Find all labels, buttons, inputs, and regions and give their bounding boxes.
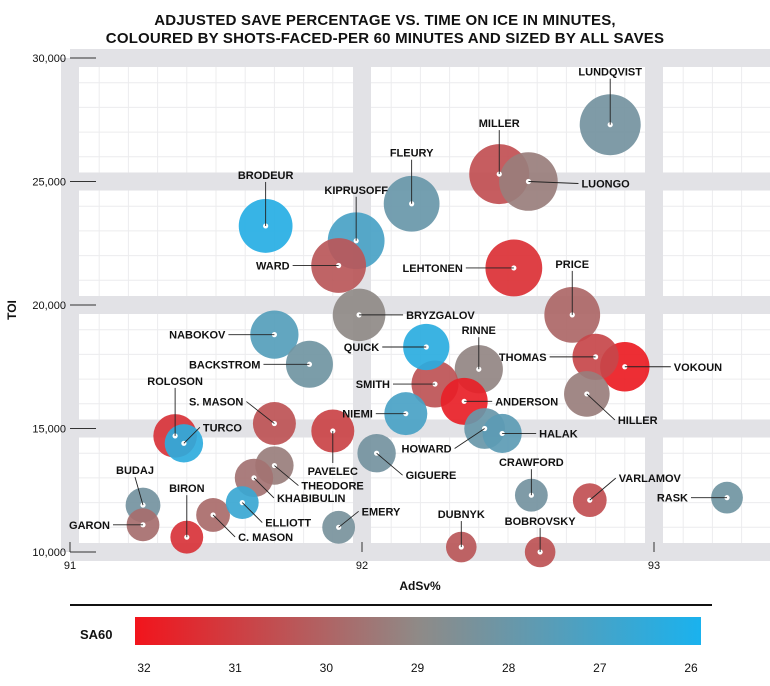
point-label: RASK: [657, 493, 688, 505]
point-label: HILLER: [618, 415, 658, 427]
y-tick-label: 15,000: [32, 424, 66, 436]
point-label: PAVELEC: [308, 466, 358, 478]
point-label: ANDERSON: [495, 396, 558, 408]
point-label: LUNDQVIST: [578, 67, 642, 79]
legend-tick-label: 30: [320, 661, 334, 675]
legend-tick-label: 27: [593, 661, 607, 675]
label-leader: [241, 502, 263, 523]
point-label: VOKOUN: [674, 362, 722, 374]
point-label: BOBROVSKY: [505, 516, 577, 528]
point-label: CRAWFORD: [499, 457, 564, 469]
point-label: HALAK: [539, 428, 578, 440]
point-label: NABOKOV: [169, 330, 226, 342]
chart-title-line2: COLOURED BY SHOTS-FACED-PER 60 MINUTES A…: [105, 30, 665, 47]
point-marker: [458, 544, 464, 550]
label-leader: [246, 401, 275, 424]
y-tick-label: 25,000: [32, 177, 66, 189]
point-label: KIPRUSOFF: [324, 185, 388, 197]
x-tick-label: 93: [648, 560, 660, 572]
label-leader: [454, 428, 485, 449]
point-label: S. MASON: [189, 397, 243, 409]
legend-tick-label: 26: [684, 661, 698, 675]
color-scale-bar: [135, 617, 701, 645]
point-label: TURCO: [203, 422, 243, 434]
x-tick-label: 91: [64, 560, 76, 572]
label-leader: [134, 476, 144, 506]
legend-tick-label: 32: [137, 661, 151, 675]
label-leader: [253, 477, 275, 499]
label-leader: [212, 514, 236, 538]
x-axis-label: AdSv%: [399, 579, 441, 593]
x-tick-label: 92: [356, 560, 368, 572]
y-tick-label: 20,000: [32, 300, 66, 312]
legend-tick-label: 31: [228, 661, 242, 675]
point-label: BACKSTROM: [189, 359, 261, 371]
legend-tick-label: 28: [502, 661, 516, 675]
point-label: HOWARD: [402, 444, 452, 456]
point-label: LUONGO: [581, 179, 630, 191]
point-label: DUBNYK: [438, 509, 485, 521]
y-axis-label: TOI: [5, 300, 19, 320]
grid-band-y: [70, 49, 770, 67]
y-tick-label: 30,000: [32, 53, 66, 65]
point-label: THOMAS: [499, 352, 547, 364]
point-label: NIEMI: [342, 409, 373, 421]
point-label: GIGUERE: [406, 470, 457, 482]
grid-band-y: [70, 543, 770, 561]
point-label: SMITH: [356, 379, 390, 391]
point-label: ELLIOTT: [265, 518, 311, 530]
point-label: GARON: [69, 520, 110, 532]
point-label: VARLAMOV: [619, 473, 682, 485]
label-leader: [586, 393, 616, 421]
label-leader: [274, 465, 299, 486]
label-leader: [376, 452, 403, 476]
point-label: KHABIBULIN: [277, 493, 345, 505]
point-label: BIRON: [169, 483, 205, 495]
point-label: THEODORE: [301, 481, 363, 493]
label-leader: [589, 477, 617, 501]
label-leader: [183, 427, 201, 444]
label-leader: [528, 181, 579, 184]
label-leader: [338, 510, 359, 528]
chart-title-line1: ADJUSTED SAVE PERCENTAGE VS. TIME ON ICE…: [154, 12, 616, 29]
point-label: WARD: [256, 260, 290, 272]
point-label: QUICK: [344, 342, 380, 354]
point-label: PRICE: [555, 259, 589, 271]
legend-title: SA60: [80, 627, 113, 642]
point-label: BRYZGALOV: [406, 310, 475, 322]
point-label: FLEURY: [390, 148, 434, 160]
point-label: MILLER: [479, 118, 520, 130]
point-label: LEHTONEN: [403, 263, 463, 275]
point-label: C. MASON: [238, 532, 293, 544]
point-label: BUDAJ: [116, 465, 154, 477]
point-label: RINNE: [462, 325, 496, 337]
point-label: ROLOSON: [147, 376, 203, 388]
point-label: BRODEUR: [238, 170, 294, 182]
point-label: EMERY: [362, 506, 401, 518]
legend-tick-label: 29: [411, 661, 425, 675]
point-marker: [184, 534, 190, 540]
y-tick-label: 10,000: [32, 547, 66, 559]
